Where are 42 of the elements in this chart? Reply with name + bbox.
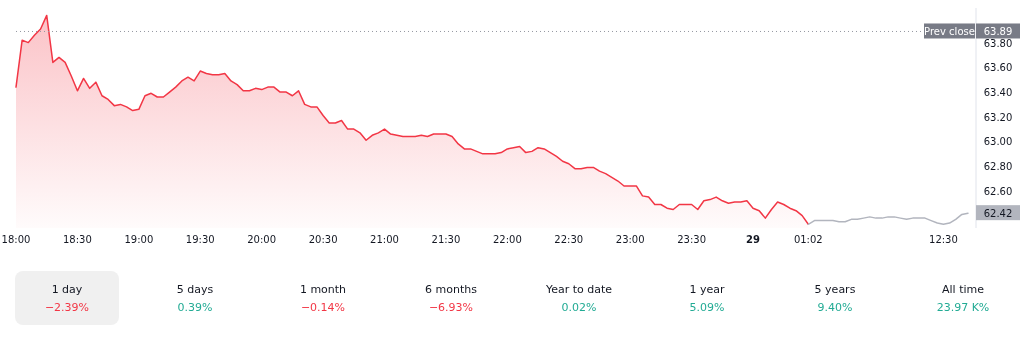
y-tick-label: 63.40 (983, 87, 1013, 99)
text: 0.02% (561, 301, 597, 314)
category-label: 6 months (425, 283, 478, 296)
x-tick-label: 18:30 (63, 234, 92, 245)
category-label: All time (942, 283, 985, 296)
x-tick-label: 18:00 (1, 234, 31, 245)
text: 0.39% (177, 301, 213, 314)
category-label: 5 years (814, 283, 856, 296)
category-label: 5 days (176, 283, 214, 296)
annotation: 63.89 (983, 25, 1013, 37)
x-tick-label: 20:30 (308, 234, 338, 245)
text: 5.09% (689, 301, 725, 314)
x-tick-label: 19:00 (124, 234, 154, 245)
y-tick-label: 63.60 (983, 62, 1013, 74)
y-tick-label: 63.00 (983, 136, 1013, 148)
category-label: 1 month (299, 283, 347, 296)
y-tick-label: 63.20 (983, 111, 1013, 123)
ref-line-label: Prev close (924, 25, 975, 37)
x-tick-label: 23:00 (615, 234, 645, 245)
x-tick-label: 21:30 (431, 234, 461, 245)
x-tick-label: 23:30 (677, 234, 707, 245)
x-tick-label: 29 (746, 234, 761, 245)
text: −2.39% (44, 301, 90, 314)
annotation: 62.42 (983, 207, 1013, 219)
x-tick-label: 01:02 (793, 234, 823, 245)
x-tick-label: 22:00 (492, 234, 522, 245)
text: −0.14% (300, 301, 346, 314)
y-tick-label: 62.60 (983, 185, 1013, 197)
x-tick-label: 12:30 (929, 234, 958, 245)
y-tick-label: 63.80 (983, 37, 1013, 49)
x-tick-label: 19:30 (185, 234, 215, 245)
y-tick-label: 62.80 (983, 161, 1013, 173)
category-label: Year to date (544, 283, 613, 296)
x-tick-label: 20:00 (247, 234, 277, 245)
x-tick-label: 21:00 (370, 234, 399, 245)
line-series (807, 212, 969, 226)
category-label: 1 year (689, 283, 725, 296)
text: −6.93% (428, 301, 474, 314)
text: 9.40% (817, 301, 853, 314)
text: 23.97 K% (936, 301, 990, 314)
category-label: 1 day (51, 283, 83, 296)
x-tick-label: 22:30 (554, 234, 584, 245)
